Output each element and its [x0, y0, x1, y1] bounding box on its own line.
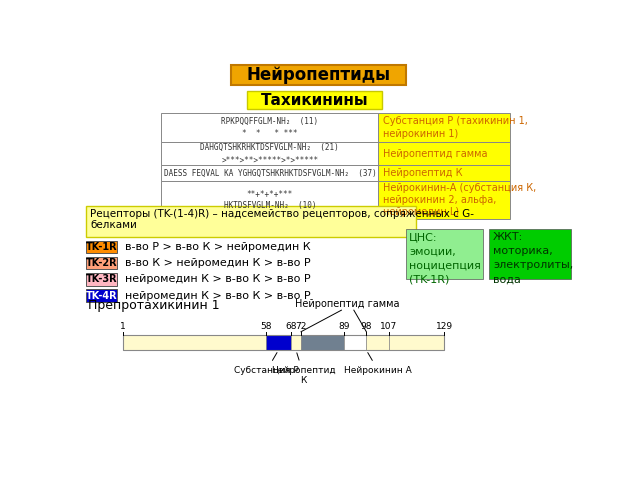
- Text: Нейропептид
К: Нейропептид К: [271, 353, 336, 385]
- Bar: [231, 64, 406, 84]
- Bar: [123, 335, 266, 350]
- Bar: [378, 142, 510, 166]
- Bar: [161, 113, 378, 142]
- Text: белками: белками: [90, 220, 137, 230]
- Text: Тахикинины: Тахикинины: [260, 93, 368, 108]
- Text: 98: 98: [360, 322, 372, 331]
- Text: Нейропептид гамма: Нейропептид гамма: [383, 149, 488, 159]
- Text: 89: 89: [338, 322, 349, 331]
- Text: **+*+*+***
HKTDSFVGLM-NH₂  (10): **+*+*+*** HKTDSFVGLM-NH₂ (10): [223, 190, 316, 210]
- Bar: [344, 335, 366, 350]
- Bar: [266, 335, 291, 350]
- Bar: [406, 228, 483, 278]
- Text: Препротахикинин 1: Препротахикинин 1: [88, 299, 220, 312]
- Text: Нейрокинин-А (субстанция К,
нейрокинин 2, альфа,
нейромедин L): Нейрокинин-А (субстанция К, нейрокинин 2…: [383, 183, 536, 217]
- Text: Нейропептид гамма: Нейропептид гамма: [296, 299, 400, 309]
- Text: 58: 58: [260, 322, 271, 331]
- Bar: [378, 113, 510, 142]
- Bar: [123, 335, 444, 350]
- Text: ЖКТ:
моторика,
электролиты,
вода: ЖКТ: моторика, электролиты, вода: [493, 232, 573, 284]
- Text: Субстанция Р: Субстанция Р: [234, 353, 299, 374]
- Text: DAESS FEQVAL KA YGHGQTSHKRHKTDSFVGLM-NH₂  (37): DAESS FEQVAL KA YGHGQTSHKRHKTDSFVGLM-NH₂…: [163, 168, 376, 178]
- Text: TK-4R: TK-4R: [86, 290, 118, 300]
- Text: TK-1R: TK-1R: [86, 242, 118, 252]
- Text: ЦНС:
эмоции,
ноцицепция
(TK-1R): ЦНС: эмоции, ноцицепция (TK-1R): [410, 232, 481, 284]
- Text: в-во К > нейромедин К > в-во Р: в-во К > нейромедин К > в-во Р: [125, 258, 310, 268]
- Text: Нейропептиды: Нейропептиды: [246, 66, 390, 84]
- Text: 68: 68: [285, 322, 297, 331]
- Bar: [291, 335, 301, 350]
- Bar: [301, 335, 344, 350]
- Bar: [86, 257, 117, 269]
- Bar: [161, 166, 378, 181]
- Text: Субстанция Р (тахикинин 1,
нейрокинин 1): Субстанция Р (тахикинин 1, нейрокинин 1): [383, 117, 528, 139]
- Text: нейромедин К > в-во К > в-во Р: нейромедин К > в-во К > в-во Р: [125, 290, 310, 300]
- Text: нейромедин К > в-во К > в-во Р: нейромедин К > в-во К > в-во Р: [125, 275, 310, 284]
- Bar: [246, 92, 382, 109]
- Text: RPKPQQFFGLM-NH₂  (11)
*  *   * ***: RPKPQQFFGLM-NH₂ (11) * * * ***: [221, 117, 319, 138]
- Bar: [378, 166, 510, 181]
- Text: 129: 129: [436, 322, 453, 331]
- Bar: [389, 335, 444, 350]
- Bar: [489, 228, 571, 278]
- Text: DAHGQTSHKRHKTDSFVGLM-NH₂  (21)
>***>**>*****>*>*****: DAHGQTSHKRHKTDSFVGLM-NH₂ (21) >***>**>**…: [200, 144, 339, 164]
- Text: Рецепторы (TK-(1-4)R) – надсемейство рецепторов, сопряженных с G-: Рецепторы (TK-(1-4)R) – надсемейство рец…: [90, 209, 474, 219]
- Bar: [86, 273, 117, 286]
- Bar: [161, 142, 378, 166]
- Text: TK-3R: TK-3R: [86, 275, 118, 284]
- Text: в-во Р > в-во К > нейромедин К: в-во Р > в-во К > нейромедин К: [125, 242, 310, 252]
- Bar: [161, 181, 378, 219]
- Text: 72: 72: [295, 322, 307, 331]
- Bar: [378, 181, 510, 219]
- Bar: [86, 289, 117, 302]
- Text: Нейропептид К: Нейропептид К: [383, 168, 463, 178]
- Bar: [366, 335, 389, 350]
- Text: Нейрокинин А: Нейрокинин А: [344, 353, 412, 374]
- Bar: [86, 241, 117, 253]
- Text: 1: 1: [120, 322, 125, 331]
- Text: 107: 107: [380, 322, 397, 331]
- Text: TK-2R: TK-2R: [86, 258, 118, 268]
- Bar: [86, 206, 415, 237]
